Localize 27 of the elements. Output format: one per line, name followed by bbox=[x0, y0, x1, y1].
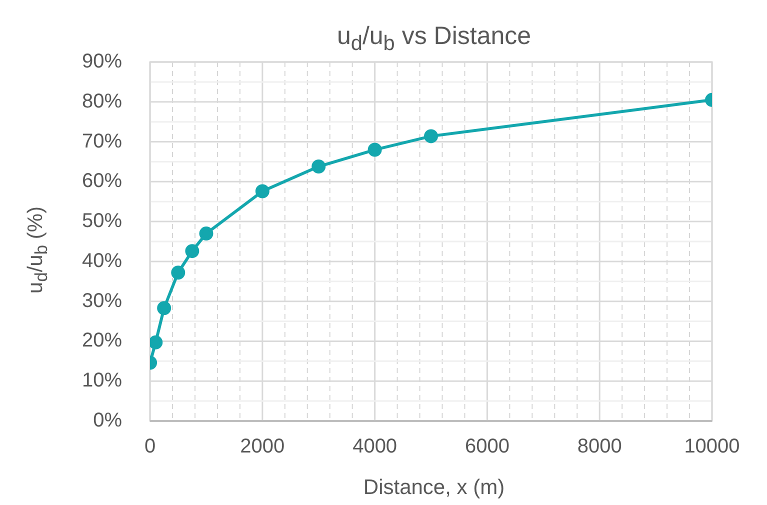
y-tick-label: 90% bbox=[82, 50, 122, 73]
y-tick-label: 50% bbox=[82, 210, 122, 232]
point bbox=[424, 129, 438, 144]
point bbox=[368, 142, 382, 157]
y-tick-label: 0% bbox=[93, 410, 122, 432]
y-tick-label: 20% bbox=[82, 330, 122, 352]
y-tick-label: 10% bbox=[82, 370, 122, 392]
point bbox=[255, 184, 270, 198]
point bbox=[171, 266, 186, 280]
y-tick-label: 60% bbox=[82, 170, 122, 192]
point bbox=[150, 335, 163, 350]
x-tick-label: 10000 bbox=[684, 436, 740, 458]
point bbox=[185, 244, 200, 258]
x-axis-title: Distance, x (m) bbox=[362, 476, 506, 500]
y-tick-label: 30% bbox=[82, 290, 122, 312]
x-tick-label: 8000 bbox=[577, 436, 622, 458]
chart-title: u$_{d}$/u$_{b}$ vs Distance bbox=[336, 22, 532, 56]
point bbox=[312, 160, 326, 174]
x-tick-label: 2000 bbox=[240, 436, 285, 458]
y-tick-label: 70% bbox=[82, 130, 122, 152]
x-tick-label: 0 bbox=[144, 436, 156, 458]
y-tick-label: 40% bbox=[82, 250, 122, 272]
x-tick-label: 4000 bbox=[352, 436, 398, 458]
point bbox=[199, 226, 214, 241]
x-tick-label: 6000 bbox=[464, 436, 510, 458]
point bbox=[157, 301, 172, 316]
y-tick-label: 80% bbox=[82, 90, 122, 112]
